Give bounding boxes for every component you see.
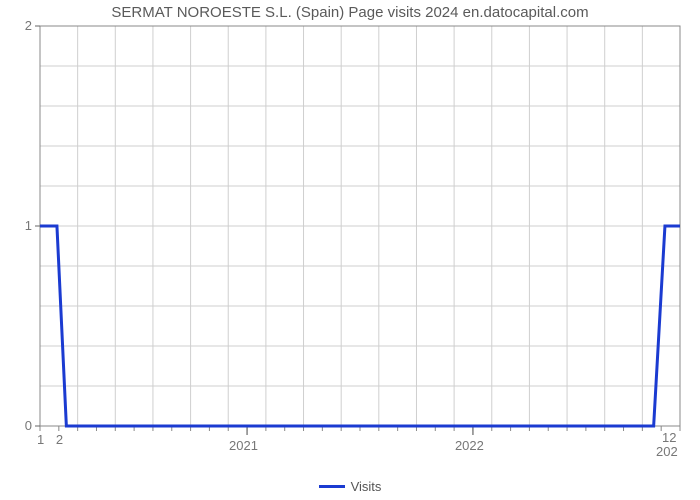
bottom-right-top: 12 (662, 430, 676, 445)
bottom-left-2: 2 (56, 432, 63, 447)
xtick-major-1: 2022 (455, 438, 484, 453)
ytick-2: 2 (4, 18, 32, 33)
legend-swatch (319, 485, 345, 488)
legend: Visits (0, 478, 700, 494)
chart-svg (0, 0, 700, 500)
legend-label: Visits (351, 479, 382, 494)
bottom-left-1: 1 (37, 432, 44, 447)
ytick-0: 0 (4, 418, 32, 433)
xtick-major-0: 2021 (229, 438, 258, 453)
chart-container: SERMAT NOROESTE S.L. (Spain) Page visits… (0, 0, 700, 500)
bottom-right-bot: 202 (656, 444, 678, 459)
ytick-1: 1 (4, 218, 32, 233)
